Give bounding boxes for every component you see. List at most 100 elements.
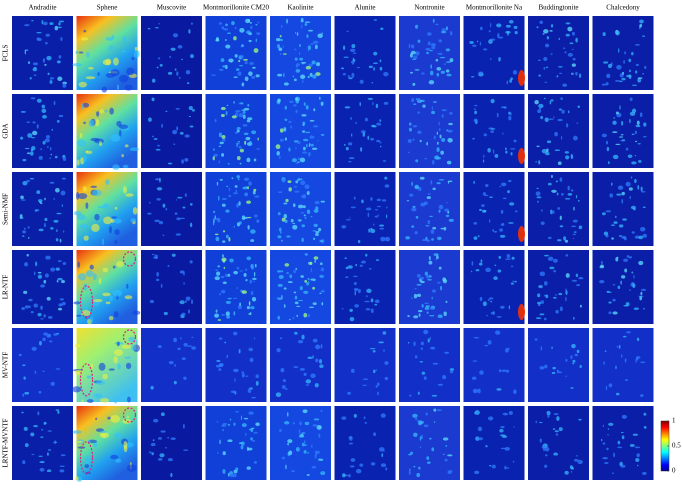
map-texture	[228, 187, 231, 192]
map-texture	[421, 304, 424, 308]
map-texture	[245, 432, 247, 437]
map-texture	[626, 331, 631, 334]
map-texture	[225, 209, 230, 213]
abundance-map	[205, 94, 267, 168]
map-texture	[624, 268, 628, 273]
map-texture	[438, 204, 444, 210]
map-texture	[370, 462, 376, 466]
map-texture	[121, 344, 131, 349]
map-texture	[476, 40, 479, 43]
abundance-map	[399, 250, 460, 324]
abundance-map	[528, 328, 589, 402]
map-texture	[620, 431, 624, 434]
map-texture	[540, 300, 545, 304]
map-texture	[612, 311, 618, 315]
map-texture	[375, 259, 380, 261]
map-texture	[62, 156, 67, 161]
map-texture	[486, 314, 488, 317]
map-texture	[184, 158, 189, 162]
abundance-map	[399, 94, 460, 168]
map-texture	[359, 79, 364, 84]
column-header: Montmorillonite CM20	[203, 4, 269, 12]
map-texture	[287, 180, 292, 184]
map-texture	[488, 30, 491, 33]
map-background	[76, 16, 138, 90]
map-texture	[30, 97, 36, 100]
map-texture	[437, 52, 443, 55]
map-texture	[294, 295, 298, 300]
map-texture	[442, 453, 445, 455]
map-texture	[319, 274, 324, 277]
map-texture	[362, 132, 366, 137]
map-texture	[385, 467, 388, 471]
map-texture	[94, 119, 100, 127]
map-texture	[408, 127, 412, 132]
map-texture	[499, 228, 504, 232]
map-texture	[416, 472, 421, 478]
map-texture	[313, 125, 319, 128]
map-texture	[79, 224, 88, 229]
map-texture	[76, 139, 87, 147]
map-texture	[615, 111, 619, 115]
map-texture	[379, 119, 382, 122]
map-texture	[309, 119, 315, 122]
map-texture	[608, 422, 614, 426]
map-texture	[129, 147, 140, 152]
map-texture	[617, 440, 621, 445]
map-texture	[497, 269, 502, 273]
map-texture	[409, 193, 414, 197]
map-texture	[617, 285, 621, 290]
map-texture	[189, 260, 193, 264]
map-texture	[317, 139, 319, 142]
map-texture	[239, 270, 244, 272]
map-texture	[300, 180, 306, 186]
map-texture	[155, 278, 160, 282]
map-texture	[438, 209, 441, 213]
map-texture	[29, 178, 34, 180]
map-texture	[39, 461, 45, 464]
map-texture	[635, 457, 640, 463]
map-texture	[416, 283, 422, 286]
map-texture	[621, 435, 625, 440]
map-texture	[426, 311, 429, 315]
map-texture	[132, 310, 141, 315]
map-texture	[506, 253, 511, 258]
map-texture	[539, 20, 544, 24]
map-texture	[539, 105, 542, 111]
map-texture	[536, 187, 539, 190]
map-texture	[50, 381, 55, 386]
map-texture	[643, 135, 647, 138]
map-texture	[547, 256, 554, 261]
map-texture	[26, 253, 29, 257]
map-texture	[432, 289, 436, 293]
map-texture	[621, 199, 624, 204]
map-texture	[490, 130, 495, 133]
map-texture	[109, 107, 114, 115]
map-texture	[250, 25, 253, 30]
map-texture	[49, 22, 54, 25]
map-texture	[488, 39, 493, 44]
map-texture	[429, 314, 435, 317]
map-texture	[417, 130, 422, 134]
map-texture	[284, 105, 287, 110]
map-texture	[418, 313, 421, 317]
map-texture	[38, 155, 43, 160]
map-texture	[549, 29, 553, 32]
map-texture	[167, 436, 170, 439]
map-texture	[643, 426, 647, 429]
map-texture	[247, 103, 250, 107]
map-texture	[241, 290, 248, 294]
map-texture	[222, 240, 226, 243]
map-texture	[93, 299, 103, 303]
map-texture	[316, 425, 322, 430]
map-texture	[176, 217, 181, 221]
map-texture	[564, 151, 570, 154]
map-texture	[565, 375, 568, 377]
map-texture	[544, 364, 548, 369]
map-texture	[551, 371, 556, 375]
map-texture	[276, 297, 282, 299]
map-texture	[491, 464, 496, 469]
map-texture	[131, 344, 137, 351]
map-texture	[564, 239, 569, 243]
map-texture	[153, 138, 158, 140]
